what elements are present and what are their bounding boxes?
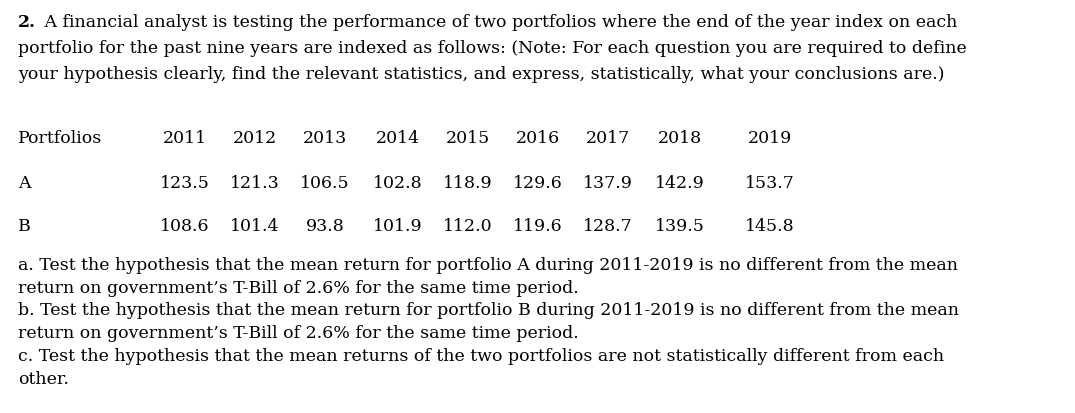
Text: 142.9: 142.9 — [655, 175, 705, 192]
Text: 2014: 2014 — [376, 130, 420, 147]
Text: 153.7: 153.7 — [745, 175, 794, 192]
Text: 102.8: 102.8 — [373, 175, 422, 192]
Text: 2019: 2019 — [748, 130, 792, 147]
Text: 118.9: 118.9 — [443, 175, 492, 192]
Text: c. Test the hypothesis that the mean returns of the two portfolios are not stati: c. Test the hypothesis that the mean ret… — [18, 348, 944, 365]
Text: 121.3: 121.3 — [230, 175, 280, 192]
Text: 112.0: 112.0 — [443, 218, 492, 235]
Text: 123.5: 123.5 — [160, 175, 210, 192]
Text: b. Test the hypothesis that the mean return for portfolio B during 2011-2019 is : b. Test the hypothesis that the mean ret… — [18, 302, 959, 319]
Text: return on government’s T-Bill of 2.6% for the same time period.: return on government’s T-Bill of 2.6% fo… — [18, 280, 578, 297]
Text: portfolio for the past nine years are indexed as follows: (Note: For each questi: portfolio for the past nine years are in… — [18, 40, 966, 57]
Text: 2018: 2018 — [658, 130, 702, 147]
Text: 137.9: 137.9 — [583, 175, 633, 192]
Text: 2012: 2012 — [233, 130, 277, 147]
Text: a. Test the hypothesis that the mean return for portfolio A during 2011-2019 is : a. Test the hypothesis that the mean ret… — [18, 257, 958, 274]
Text: 101.4: 101.4 — [230, 218, 280, 235]
Text: 2017: 2017 — [586, 130, 630, 147]
Text: 101.9: 101.9 — [373, 218, 422, 235]
Text: 2013: 2013 — [303, 130, 347, 147]
Text: A financial analyst is testing the performance of two portfolios where the end o: A financial analyst is testing the perfo… — [39, 14, 958, 31]
Text: 108.6: 108.6 — [160, 218, 210, 235]
Text: 2015: 2015 — [446, 130, 490, 147]
Text: 128.7: 128.7 — [583, 218, 633, 235]
Text: A: A — [18, 175, 30, 192]
Text: 2016: 2016 — [516, 130, 560, 147]
Text: 2011: 2011 — [163, 130, 207, 147]
Text: return on government’s T-Bill of 2.6% for the same time period.: return on government’s T-Bill of 2.6% fo… — [18, 325, 578, 342]
Text: 129.6: 129.6 — [513, 175, 563, 192]
Text: 145.8: 145.8 — [745, 218, 794, 235]
Text: 139.5: 139.5 — [655, 218, 705, 235]
Text: 119.6: 119.6 — [513, 218, 563, 235]
Text: your hypothesis clearly, find the relevant statistics, and express, statisticall: your hypothesis clearly, find the releva… — [18, 66, 945, 83]
Text: B: B — [18, 218, 31, 235]
Text: 2.: 2. — [18, 14, 35, 31]
Text: other.: other. — [18, 371, 69, 388]
Text: 106.5: 106.5 — [300, 175, 349, 192]
Text: 93.8: 93.8 — [305, 218, 344, 235]
Text: Portfolios: Portfolios — [18, 130, 102, 147]
